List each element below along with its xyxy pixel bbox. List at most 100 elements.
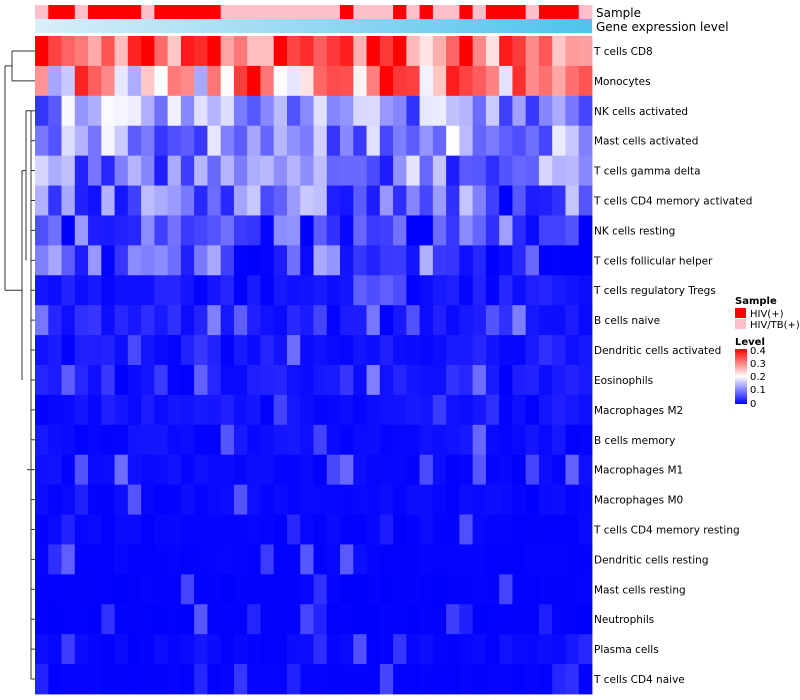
heatmap-cell (74, 514, 89, 545)
heatmap-cell (35, 574, 49, 605)
heatmap-cell (154, 275, 169, 306)
heatmap-cell (326, 664, 341, 695)
heatmap-cell (260, 514, 275, 545)
legend-level-tick-0: 0 (750, 399, 756, 410)
heatmap-cell (525, 245, 540, 276)
heatmap-cell (419, 604, 434, 635)
heatmap-cell (499, 454, 513, 486)
heatmap-cell (35, 394, 49, 426)
heatmap-cell (74, 36, 89, 67)
heatmap-cell (512, 185, 527, 216)
heatmap-cell (393, 484, 407, 515)
heatmap-cell (512, 335, 527, 366)
heatmap-cell (313, 335, 328, 366)
heatmap-cell (300, 185, 314, 216)
heatmap-cell (101, 574, 115, 605)
heatmap-cell (300, 424, 314, 456)
heatmap-cell (326, 155, 341, 186)
heatmap-cell (472, 65, 487, 97)
heatmap-cell (207, 215, 222, 246)
heatmap-cell (379, 65, 394, 97)
heatmap-cell (552, 574, 566, 605)
heatmap-cell (472, 424, 487, 456)
heatmap-cell (525, 664, 540, 695)
heatmap-cell (180, 394, 195, 426)
heatmap-cell (167, 215, 182, 246)
heatmap-cell (446, 365, 460, 396)
heatmap-cell (538, 634, 553, 665)
heatmap-cell (88, 185, 102, 216)
heatmap-cell (114, 335, 129, 366)
heatmap-cell (512, 275, 527, 306)
heatmap-cell (273, 215, 288, 246)
heatmap-cell (512, 664, 527, 695)
heatmap-cell (512, 604, 527, 635)
heatmap-cell (446, 155, 460, 186)
heatmap-cell (340, 514, 354, 545)
heatmap-cell (141, 664, 155, 695)
heatmap-cell (286, 365, 301, 396)
heatmap-cell (61, 574, 76, 605)
heatmap-cell (286, 125, 301, 157)
heatmap-cell (366, 634, 381, 665)
heatmap-cell (512, 155, 527, 186)
heatmap-cell (247, 95, 261, 127)
heatmap-cell (154, 664, 169, 695)
sample-annotation-cell (512, 5, 527, 19)
row-label: T cells CD4 memory activated (593, 196, 752, 208)
heatmap-cell (220, 514, 235, 545)
heatmap-cell (207, 544, 222, 575)
heatmap-cell (406, 604, 420, 635)
heatmap-cell (472, 634, 487, 665)
heatmap-cell (300, 305, 314, 336)
heatmap-cell (194, 604, 208, 635)
heatmap-cell (313, 394, 328, 426)
heatmap-cell (141, 335, 155, 366)
legend-level-colorbar (735, 349, 747, 404)
heatmap-cell (101, 185, 115, 216)
heatmap-cell (300, 95, 314, 127)
heatmap-cell (313, 544, 328, 575)
heatmap-cell (154, 634, 169, 665)
heatmap-cell (220, 394, 235, 426)
heatmap-cell (101, 394, 115, 426)
heatmap-cell (35, 36, 49, 67)
heatmap-cell (525, 95, 540, 127)
heatmap-cell (247, 514, 261, 545)
heatmap-cell (127, 454, 142, 486)
heatmap-cell (432, 275, 447, 306)
heatmap-cell (35, 634, 49, 665)
heatmap-cell (552, 454, 566, 486)
heatmap-cell (247, 634, 261, 665)
heatmap-cell (273, 394, 288, 426)
heatmap-cell (114, 574, 129, 605)
heatmap-cell (194, 275, 208, 306)
heatmap-cell (88, 215, 102, 246)
heatmap-cell (35, 664, 49, 695)
heatmap-cell (220, 335, 235, 366)
heatmap-cell (578, 664, 593, 695)
heatmap-cell (432, 125, 447, 157)
heatmap-cell (446, 394, 460, 426)
heatmap-cell (220, 484, 235, 515)
heatmap-cell (194, 155, 208, 186)
heatmap-cell (459, 394, 474, 426)
heatmap-cell (154, 484, 169, 515)
heatmap-cell (432, 215, 447, 246)
heatmap-cell (48, 275, 62, 306)
heatmap-cell (61, 275, 76, 306)
sample-annotation-cell (101, 5, 115, 19)
heatmap-cell (406, 574, 420, 605)
heatmap-cell (48, 604, 62, 635)
heatmap-cell (247, 544, 261, 575)
heatmap-cell (552, 514, 566, 545)
heatmap-cell (180, 275, 195, 306)
heatmap-cell (300, 215, 314, 246)
heatmap-cell (114, 394, 129, 426)
heatmap-cell (406, 664, 420, 695)
heatmap-cell (127, 514, 142, 545)
heatmap-cell (154, 454, 169, 486)
heatmap-cell (127, 185, 142, 216)
heatmap-cell (485, 305, 500, 336)
heatmap-cell (485, 125, 500, 157)
